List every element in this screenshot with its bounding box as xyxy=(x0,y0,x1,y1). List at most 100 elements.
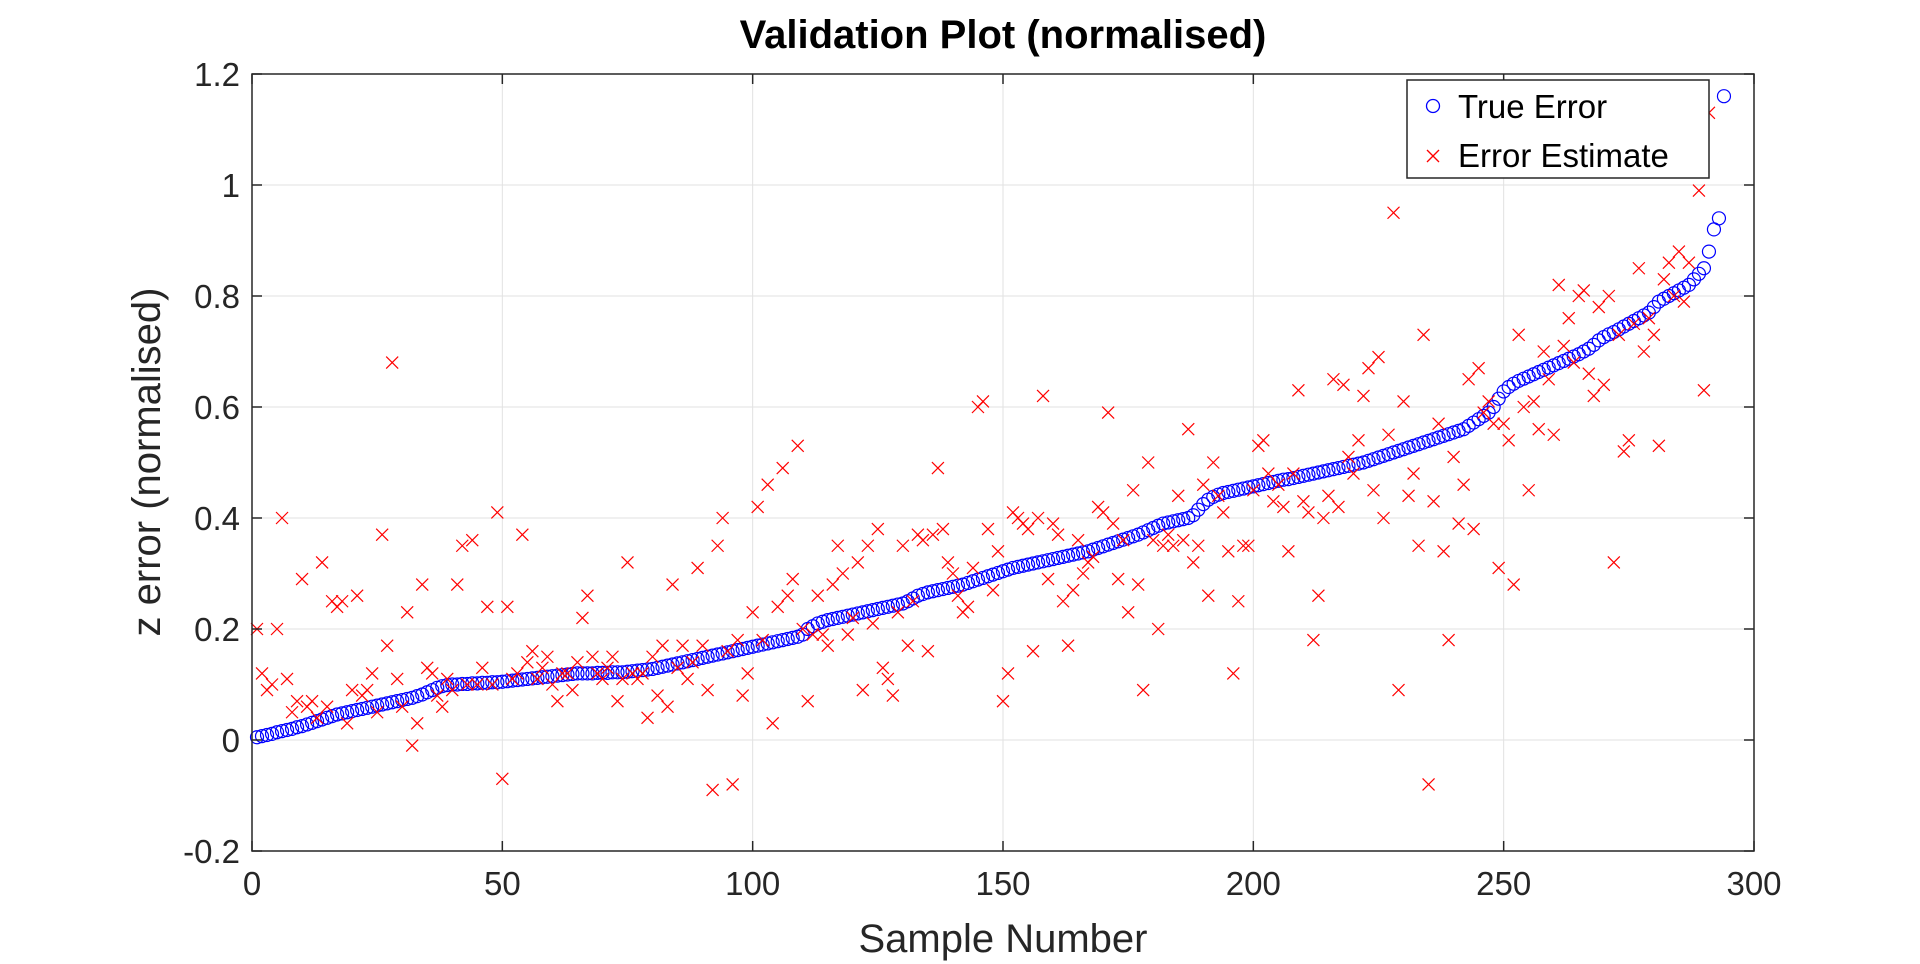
true-error-point xyxy=(1256,477,1271,492)
true-error-point xyxy=(720,645,735,660)
true-error-point xyxy=(274,724,290,739)
y-tick-label: 0.4 xyxy=(194,500,240,537)
error-estimate-point xyxy=(1276,500,1290,514)
axis-ticks xyxy=(251,73,1755,852)
legend-error-estimate-label: Error Estimate xyxy=(1458,137,1669,174)
error-estimate-point xyxy=(485,678,499,691)
error-estimate-point xyxy=(1402,489,1415,503)
error-estimate-point xyxy=(1211,489,1225,503)
true-error-point xyxy=(530,670,545,685)
legend: True Error Error Estimate xyxy=(1406,79,1710,179)
error-estimate-point xyxy=(1181,422,1195,436)
error-estimate-point xyxy=(1056,594,1070,608)
error-estimate-point xyxy=(796,622,810,636)
error-estimate-point xyxy=(1236,539,1250,553)
error-estimate-point xyxy=(1467,522,1481,536)
error-estimate-point xyxy=(696,639,710,653)
true-error-point xyxy=(289,720,305,735)
error-estimate-point xyxy=(375,528,389,542)
error-estimate-point xyxy=(525,644,539,658)
error-estimate-point xyxy=(360,683,374,697)
error-estimate-point xyxy=(876,661,890,675)
error-estimate-point xyxy=(1151,622,1165,636)
error-estimate-point xyxy=(1582,367,1596,381)
error-estimate-point xyxy=(1537,345,1551,358)
error-estimate-point xyxy=(445,683,459,697)
error-estimate-point xyxy=(841,628,855,641)
error-estimate-point xyxy=(1662,256,1676,270)
error-estimate-point xyxy=(851,555,865,569)
error-estimate-point xyxy=(776,461,790,475)
series-true-error xyxy=(249,89,1732,745)
true-error-point xyxy=(850,606,865,621)
x-tick-label: 300 xyxy=(1726,865,1781,902)
error-estimate-point xyxy=(395,700,409,714)
error-estimate-point xyxy=(676,639,689,653)
true-error-point xyxy=(1641,305,1656,320)
error-estimate-point xyxy=(430,689,444,703)
error-estimate-point xyxy=(941,555,955,569)
error-estimate-point xyxy=(931,461,945,475)
error-estimate-point xyxy=(826,578,840,592)
error-estimate-point xyxy=(400,605,414,619)
error-estimate-point xyxy=(1266,494,1280,508)
error-estimate-point xyxy=(1101,406,1115,419)
error-estimate-point xyxy=(305,694,319,708)
error-estimate-point xyxy=(1447,450,1461,464)
true-error-point xyxy=(735,641,750,657)
error-estimate-point xyxy=(1637,345,1651,358)
y-tick-label: 0.8 xyxy=(194,278,240,315)
error-estimate-point xyxy=(255,666,269,680)
error-estimate-point xyxy=(265,678,279,691)
true-error-point xyxy=(1005,560,1021,576)
error-estimate-point xyxy=(1642,311,1656,325)
true-error-point xyxy=(1015,558,1031,573)
error-estimate-point xyxy=(986,583,1000,597)
true-error-point xyxy=(254,729,270,744)
error-estimate-point xyxy=(651,689,664,703)
error-estimate-point xyxy=(1311,589,1325,603)
true-error-point xyxy=(1301,467,1316,482)
error-estimate-point xyxy=(846,611,860,625)
error-estimate-point xyxy=(916,533,930,547)
error-estimate-point xyxy=(746,605,760,619)
error-estimate-point xyxy=(891,605,905,619)
true-error-point xyxy=(1020,557,1036,572)
true-error-point xyxy=(1226,483,1241,498)
true-error-point xyxy=(1296,468,1311,483)
error-estimate-point xyxy=(550,694,564,708)
error-estimate-point xyxy=(1041,572,1055,586)
true-error-point xyxy=(740,640,755,655)
true-error-point xyxy=(940,580,956,596)
error-estimate-point xyxy=(576,611,589,625)
true-error-point xyxy=(640,662,655,677)
true-error-point xyxy=(1040,553,1056,568)
error-estimate-point xyxy=(535,661,549,675)
true-error-point xyxy=(1681,277,1697,292)
true-error-point xyxy=(1065,547,1081,562)
error-estimate-point xyxy=(1116,533,1130,547)
true-error-point xyxy=(930,583,946,598)
true-error-point xyxy=(350,702,365,718)
true-error-point xyxy=(665,657,680,672)
error-estimate-point xyxy=(1542,372,1556,386)
true-error-point xyxy=(1586,337,1601,352)
error-estimate-point xyxy=(636,666,649,680)
true-error-point xyxy=(780,631,795,647)
error-estimate-point xyxy=(1607,555,1621,569)
error-estimate-point xyxy=(1452,517,1466,530)
error-estimate-point xyxy=(380,639,394,653)
true-error-point xyxy=(445,677,460,692)
chart-title: Validation Plot (normalised) xyxy=(740,13,1267,57)
error-estimate-point xyxy=(1126,483,1140,497)
error-estimate-point xyxy=(385,356,399,370)
true-error-point xyxy=(1286,470,1301,486)
error-estimate-point xyxy=(370,705,384,719)
error-estimate-point xyxy=(425,666,439,680)
true-error-point xyxy=(1321,463,1336,478)
true-error-point xyxy=(460,676,475,692)
error-estimate-point xyxy=(470,678,484,691)
true-error-point xyxy=(485,675,500,690)
error-estimate-point xyxy=(1457,478,1471,492)
true-error-point xyxy=(655,659,670,674)
